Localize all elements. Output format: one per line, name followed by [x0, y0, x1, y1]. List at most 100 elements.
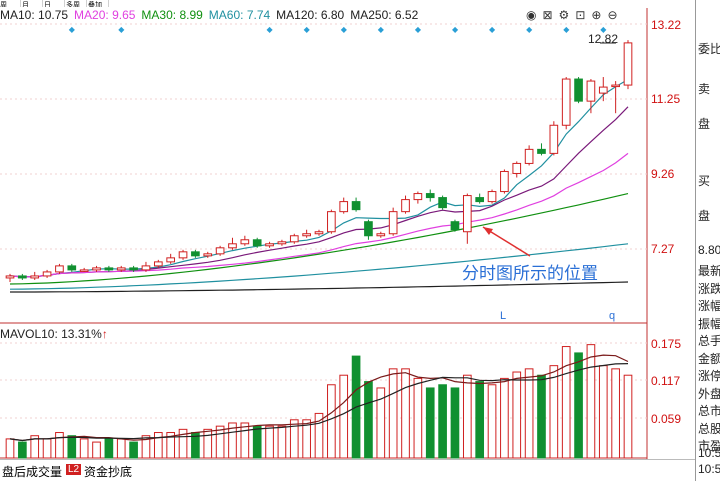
candle-body [30, 275, 40, 279]
volume-bar [104, 438, 114, 459]
tab-after-hours-volume[interactable]: 盘后成交量 [2, 465, 63, 479]
volume-bar [240, 422, 250, 459]
volume-bar [265, 425, 274, 459]
trade-time-1: 10:5 [698, 462, 720, 476]
volume-bar [5, 438, 15, 459]
plus-circle-icon[interactable]: ⊕ [591, 8, 602, 22]
period-tab-2[interactable]: 日 [44, 0, 65, 7]
candle-body [376, 233, 386, 237]
candle-body [153, 261, 163, 267]
bottom-tab-bar: 盘后成交量 L2 资金抄底 [0, 459, 695, 482]
candle-body [302, 233, 311, 237]
volume-bar [178, 428, 188, 459]
event-marker-icon[interactable]: ◆ [69, 25, 76, 34]
candle-body [79, 269, 89, 272]
event-marker-icon[interactable]: ◆ [341, 25, 348, 34]
event-marker-icon[interactable]: ◆ [600, 25, 607, 34]
ma-fast-line [9, 78, 629, 278]
kline-chart[interactable]: ◆ ◆ ◆ ◆ ◆ ◆ ◆ ◆ ◆ ◆ ◆ ◆ [0, 0, 695, 459]
candle-body [524, 148, 534, 164]
candle-body [586, 80, 596, 102]
expand-icon[interactable]: ⊡ [575, 8, 586, 22]
volume-bar [500, 377, 509, 459]
volume-bar [252, 425, 262, 459]
candle-body [512, 162, 522, 174]
period-tab-3[interactable]: 多周期 [66, 0, 87, 7]
candle-body [116, 267, 126, 271]
volume-bar [203, 428, 213, 459]
letter-mark-q: q [609, 310, 616, 322]
ma-legend-item-1: MA20: 9.65 [74, 8, 136, 22]
ma-legend-item-3: MA60: 7.74 [208, 8, 271, 22]
event-marker-icon[interactable]: ◆ [267, 25, 274, 34]
volume-bar [141, 435, 151, 459]
candle-body [228, 243, 237, 249]
candle-body [18, 275, 27, 279]
period-tab-0[interactable]: 周 [0, 0, 21, 7]
candle-body [191, 251, 200, 257]
quote-row-7: 外盘 [698, 386, 720, 401]
event-marker-icon[interactable]: ◆ [378, 25, 385, 34]
minus-circle-icon[interactable]: ⊖ [607, 8, 618, 22]
ma30-line [9, 193, 629, 285]
event-marker-icon[interactable]: ◆ [452, 25, 459, 34]
candle-body [92, 267, 101, 271]
candle-body [166, 257, 176, 263]
candle-body [327, 211, 336, 233]
event-marker-icon[interactable]: ◆ [118, 25, 125, 34]
candle-body [104, 267, 114, 271]
candle-body [537, 148, 546, 154]
volume-bar [388, 368, 398, 459]
ratio-label: 委比 [698, 42, 720, 56]
quote-row-6: 涨停 [698, 369, 720, 383]
candle-body [55, 265, 64, 273]
candle-body [203, 253, 213, 257]
quote-panel: 委比卖盘买盘 8.80 最新 涨跌 涨幅 振幅 总手 金额 涨停 外盘 总市 总股 市盈 10:5 10:5 [695, 0, 720, 481]
last-price: 8.80 [698, 243, 720, 257]
quote-row-10: 市盈 [698, 439, 720, 453]
volume-bar [537, 374, 546, 459]
ma-legend: MA10: 10.75 MA20: 9.65 MA30: 8.99 MA60: 7.7… [0, 8, 424, 23]
candle-body [67, 265, 77, 271]
candle-body [42, 271, 52, 277]
quote-row-9: 总股 [698, 421, 720, 436]
volume-bar [401, 368, 410, 459]
eye-icon[interactable]: ◉ [526, 8, 537, 22]
candle-body [611, 84, 620, 88]
candle-body [425, 193, 435, 199]
volume-tick-2: 0.117 [651, 374, 681, 388]
quote-row-5: 金额 [698, 351, 720, 366]
volume-bar [462, 374, 472, 459]
event-marker-icon[interactable]: ◆ [563, 25, 570, 34]
annotation-text: 分时图所示的位置 [462, 264, 598, 283]
volume-bar [42, 438, 52, 459]
volume-bar [512, 371, 522, 459]
volume-bar [116, 438, 126, 459]
period-tab-1[interactable]: 月 [22, 0, 43, 7]
sell-label-1: 卖 [698, 82, 711, 96]
ma-legend-item-5: MA250: 6.52 [350, 8, 419, 22]
volume-bar [549, 365, 559, 459]
candle-body [438, 197, 447, 209]
period-tab-bar: 周月日多周期叠加 [0, 0, 695, 8]
close-box-icon[interactable]: ⊠ [542, 8, 553, 22]
volume-bar [611, 368, 620, 459]
quote-row-2: 涨幅 [698, 299, 720, 313]
candle-body [487, 191, 497, 203]
volume-legend-label: MAVOL10: 13.31% [0, 327, 102, 341]
period-tab-4[interactable]: 叠加 [88, 0, 109, 7]
quote-row-0: 最新 [698, 264, 720, 278]
tab-capital-bottom[interactable]: 资金抄底 [84, 465, 133, 479]
volume-ma10-line [9, 363, 629, 442]
volume-bar [166, 432, 176, 459]
chart-toolbar: ◉ ⊠ ⚙ ⊡ ⊕ ⊖ [520, 8, 618, 23]
settings-icon[interactable]: ⚙ [558, 8, 570, 22]
ma-legend-item-2: MA30: 8.99 [141, 8, 203, 22]
ma10-line [9, 106, 629, 278]
candle-body [475, 197, 485, 203]
event-marker-icon[interactable]: ◆ [415, 25, 422, 34]
event-marker-icon[interactable]: ◆ [489, 25, 496, 34]
event-marker-icon[interactable]: ◆ [304, 25, 311, 34]
event-marker-icon[interactable]: ◆ [526, 25, 533, 34]
volume-bar [450, 387, 460, 459]
